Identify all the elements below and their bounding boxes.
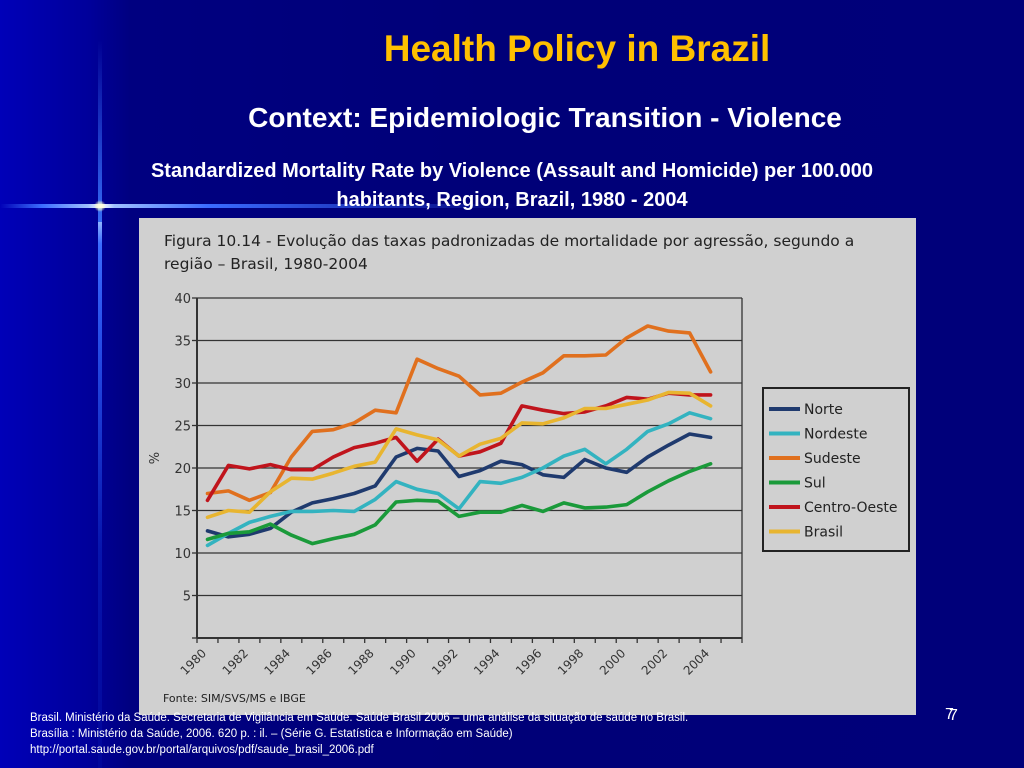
x-tick-label: 1992	[429, 646, 460, 677]
legend-box	[762, 387, 910, 552]
page-number-shadow: 7	[949, 707, 958, 724]
legend-label: Norte	[804, 402, 843, 418]
chart-figure: Figura 10.14 - Evolução das taxas padron…	[139, 218, 916, 715]
x-tick-label: 1998	[555, 646, 586, 677]
x-tick-label: 1980	[178, 646, 209, 677]
x-tick-label: 1996	[513, 646, 544, 677]
x-tick-label: 1994	[471, 646, 502, 677]
y-axis-label: %	[148, 452, 163, 464]
y-tick-label: 10	[174, 547, 191, 562]
citation-footer: Brasil. Ministério da Saúde. Secretaria …	[30, 710, 688, 758]
y-tick-label: 25	[174, 420, 191, 435]
legend-label: Brasil	[804, 525, 843, 541]
x-tick-label: 1988	[345, 646, 376, 677]
slide-title: Health Policy in Brazil	[383, 28, 771, 69]
citation-url: http://portal.saude.gov.br/portal/arquiv…	[30, 744, 374, 756]
figure-title-line-2: região – Brasil, 1980-2004	[164, 255, 368, 273]
series-line-nordeste	[205, 411, 713, 548]
x-tick-label: 2004	[681, 646, 712, 677]
page-number: 7 7	[945, 706, 958, 724]
series-line-brasil	[205, 390, 713, 520]
citation-line-2: Brasília : Ministério da Saúde, 2006. 62…	[30, 728, 513, 740]
legend-label: Centro-Oeste	[804, 500, 898, 516]
legend-label: Sudeste	[804, 451, 861, 467]
caption-line-2: habitants, Region, Brazil, 1980 - 2004	[336, 189, 688, 211]
citation-line-1: Brasil. Ministério da Saúde. Secretaria …	[30, 712, 689, 724]
x-tick-label: 2000	[597, 646, 628, 677]
decorative-horizontal-light-line	[0, 204, 520, 208]
decorative-vertical-light-line	[98, 40, 102, 768]
legend-label: Nordeste	[804, 427, 867, 443]
figure-title-line-1: Figura 10.14 - Evolução das taxas padron…	[164, 232, 855, 250]
x-tick-label: 2002	[639, 646, 670, 677]
y-tick-label: 20	[174, 462, 191, 477]
x-tick-label: 1986	[303, 646, 334, 677]
series-line-sudeste	[205, 324, 713, 503]
figure-source: Fonte: SIM/SVS/MS e IBGE	[163, 692, 306, 705]
y-tick-label: 5	[183, 590, 191, 605]
page-number-text: 7	[945, 706, 954, 723]
series-line-sul	[205, 462, 713, 546]
y-tick-label: 40	[174, 292, 191, 307]
y-tick-label: 15	[174, 505, 191, 520]
slide-subtitle: Context: Epidemiologic Transition - Viol…	[248, 102, 842, 133]
figure-title: Figura 10.14 - Evolução das taxas padron…	[164, 230, 914, 276]
x-tick-label: 1982	[220, 646, 251, 677]
decorative-sparkle-icon	[94, 200, 106, 212]
x-tick-label: 1984	[261, 646, 292, 677]
caption-line-1: Standardized Mortality Rate by Violence …	[150, 160, 874, 182]
y-tick-label: 35	[174, 335, 191, 350]
x-tick-label: 1990	[387, 646, 418, 677]
y-tick-label: 30	[174, 377, 191, 392]
slide-caption: Standardized Mortality Rate by Violence …	[20, 157, 1004, 215]
legend-label: Sul	[804, 476, 826, 492]
line-chart: 5 10 15 20 25 30 35 40 1980 1982 1984 1986 1988 1990 1…	[148, 292, 910, 678]
